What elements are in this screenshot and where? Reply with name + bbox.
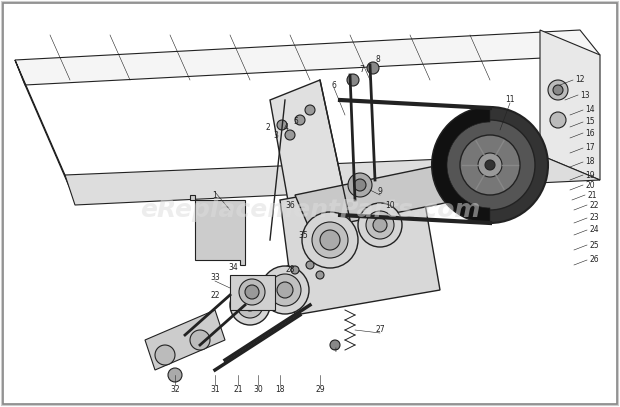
- Wedge shape: [432, 107, 490, 223]
- Circle shape: [553, 85, 563, 95]
- Circle shape: [244, 299, 256, 311]
- Polygon shape: [15, 30, 600, 85]
- Text: 28: 28: [285, 265, 294, 274]
- Circle shape: [478, 153, 502, 177]
- Polygon shape: [15, 60, 75, 200]
- Polygon shape: [190, 195, 245, 265]
- Text: 35: 35: [298, 230, 308, 239]
- Text: 10: 10: [385, 201, 395, 210]
- Text: 6: 6: [332, 81, 337, 90]
- Circle shape: [277, 282, 293, 298]
- Text: 15: 15: [585, 118, 595, 127]
- Text: 22: 22: [589, 201, 598, 210]
- Circle shape: [316, 271, 324, 279]
- Text: 11: 11: [505, 96, 515, 105]
- Circle shape: [305, 105, 315, 115]
- Text: 7: 7: [360, 66, 365, 74]
- Circle shape: [367, 62, 379, 74]
- Circle shape: [155, 345, 175, 365]
- Text: 20: 20: [585, 180, 595, 190]
- Circle shape: [312, 222, 348, 258]
- Text: 22: 22: [210, 291, 219, 300]
- Circle shape: [550, 112, 566, 128]
- Text: 12: 12: [575, 76, 585, 85]
- Text: 21: 21: [587, 190, 596, 199]
- Circle shape: [485, 160, 495, 170]
- Text: 31: 31: [210, 385, 220, 394]
- Text: 26: 26: [589, 256, 599, 265]
- Circle shape: [237, 292, 263, 318]
- Circle shape: [330, 340, 340, 350]
- Circle shape: [432, 107, 548, 223]
- Text: 32: 32: [170, 385, 180, 394]
- Circle shape: [239, 279, 265, 305]
- Text: 13: 13: [580, 90, 590, 99]
- Circle shape: [460, 135, 520, 195]
- Polygon shape: [65, 155, 600, 205]
- Text: 8: 8: [376, 55, 381, 64]
- Circle shape: [373, 218, 387, 232]
- Circle shape: [245, 285, 259, 299]
- Circle shape: [548, 80, 568, 100]
- Text: 23: 23: [589, 214, 599, 223]
- Text: 17: 17: [585, 144, 595, 153]
- Text: 9: 9: [378, 188, 383, 197]
- Circle shape: [269, 274, 301, 306]
- Polygon shape: [270, 80, 350, 240]
- Text: 16: 16: [585, 129, 595, 138]
- Text: 21: 21: [233, 385, 243, 394]
- Circle shape: [306, 261, 314, 269]
- Circle shape: [261, 266, 309, 314]
- Polygon shape: [295, 165, 460, 230]
- Text: 19: 19: [585, 171, 595, 179]
- Circle shape: [320, 230, 340, 250]
- Text: 25: 25: [589, 241, 599, 249]
- Circle shape: [354, 179, 366, 191]
- Text: 18: 18: [275, 385, 285, 394]
- Text: 3: 3: [273, 131, 278, 140]
- Circle shape: [190, 330, 210, 350]
- Polygon shape: [540, 30, 600, 180]
- Text: 29: 29: [315, 385, 325, 394]
- Circle shape: [277, 120, 287, 130]
- Circle shape: [302, 212, 358, 268]
- Text: 5: 5: [293, 118, 298, 127]
- Polygon shape: [145, 310, 225, 370]
- Text: 18: 18: [585, 158, 595, 166]
- Text: 34: 34: [228, 263, 238, 273]
- Circle shape: [347, 74, 359, 86]
- Circle shape: [445, 120, 535, 210]
- Text: eReplacementParts.com: eReplacementParts.com: [140, 198, 480, 222]
- Text: 2: 2: [265, 123, 270, 131]
- Circle shape: [348, 173, 372, 197]
- Text: +: +: [332, 347, 338, 353]
- Circle shape: [285, 130, 295, 140]
- Text: 30: 30: [253, 385, 263, 394]
- Circle shape: [295, 115, 305, 125]
- Circle shape: [291, 266, 299, 274]
- Circle shape: [366, 211, 394, 239]
- Circle shape: [358, 203, 402, 247]
- Text: 1: 1: [213, 190, 218, 199]
- Text: 14: 14: [585, 105, 595, 114]
- Circle shape: [168, 368, 182, 382]
- Circle shape: [230, 285, 270, 325]
- Text: 36: 36: [285, 201, 295, 210]
- Text: 33: 33: [210, 274, 220, 282]
- Polygon shape: [280, 175, 440, 315]
- Bar: [230, 275, 275, 310]
- Text: 27: 27: [375, 326, 385, 335]
- Text: 4: 4: [283, 123, 288, 133]
- Text: 24: 24: [589, 225, 599, 234]
